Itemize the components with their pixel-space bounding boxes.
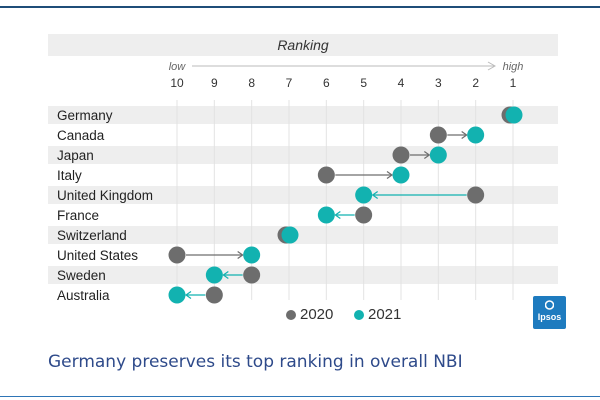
tick-label: 2: [472, 76, 479, 90]
country-label: Germany: [57, 108, 113, 123]
dot-2021: [505, 106, 523, 124]
connector-arrowhead: [184, 291, 192, 299]
legend-2021-label: 2021: [368, 306, 402, 323]
country-label: Sweden: [57, 268, 106, 283]
connector-arrowhead: [334, 211, 341, 219]
axis-direction-arrowhead: [487, 61, 497, 71]
country-label: United Kingdom: [57, 188, 153, 203]
legend-2020: 2020: [286, 306, 333, 323]
country-label: Italy: [57, 168, 82, 183]
dot-2021: [281, 226, 299, 244]
dot-2021: [467, 126, 485, 144]
connector-arrowhead: [423, 151, 431, 159]
row-bands: [48, 106, 558, 284]
dot-2020: [205, 286, 223, 304]
legend-2020-label: 2020: [300, 306, 334, 323]
dot-2020: [355, 206, 373, 224]
country-label: Japan: [57, 148, 94, 163]
dot-2020: [429, 126, 447, 144]
gridlines: [176, 100, 514, 300]
dot-2021: [168, 286, 186, 304]
connectors: [184, 131, 468, 299]
dot-2020: [243, 266, 261, 284]
tick-labels: 10 9 8 7 6 5 4 3 2 1: [170, 76, 516, 90]
connector-arrowhead: [237, 251, 244, 259]
caption: Germany preserves its top ranking in ove…: [48, 352, 463, 372]
dot-2021: [317, 206, 335, 224]
legend-2021-marker: [354, 310, 364, 321]
ipsos-logo: Ipsos: [533, 296, 566, 329]
tick-label: 1: [510, 76, 517, 90]
connector-arrowhead: [386, 171, 394, 179]
dot-2020: [317, 166, 335, 184]
row-band: [48, 146, 558, 164]
connector-arrowhead: [371, 191, 379, 199]
dot-2021: [355, 186, 373, 204]
tick-label: 9: [211, 76, 218, 90]
tick-label: 5: [360, 76, 367, 90]
ranking-chart: Ranking low high 10 9 8 7 6 5 4 3 2 1 Germany Cana…: [48, 34, 558, 304]
dot-2020: [467, 186, 485, 204]
top-rule: [0, 6, 600, 8]
tick-label: 8: [248, 76, 255, 90]
tick-label: 6: [323, 76, 330, 90]
header-band: [48, 34, 558, 56]
dots: [168, 106, 523, 304]
dot-2021: [205, 266, 223, 284]
tick-label: 4: [398, 76, 405, 90]
dot-2020: [168, 246, 186, 264]
logo-mark: [545, 300, 554, 310]
tick-label: 3: [435, 76, 442, 90]
dot-2020: [392, 146, 410, 164]
tick-label: 10: [170, 76, 184, 90]
row-band: [48, 266, 558, 284]
bottom-rule: [0, 396, 600, 397]
country-label: Canada: [57, 128, 105, 143]
row-band: [48, 186, 558, 204]
legend-2020-marker: [286, 310, 296, 321]
legend-2021: 2021: [354, 306, 401, 323]
dot-2021: [392, 166, 410, 184]
country-label: Australia: [57, 288, 110, 303]
country-label: Switzerland: [57, 228, 127, 243]
chart-title: Ranking: [277, 37, 329, 53]
connector-arrowhead: [222, 271, 229, 279]
country-labels: Germany Canada Japan Italy United Kingdom Fra…: [57, 108, 153, 303]
dot-2021: [243, 246, 261, 264]
country-label: United States: [57, 248, 138, 263]
logo-text: Ipsos: [537, 312, 562, 322]
axis-low-label: low: [169, 61, 187, 73]
axis-high-label: high: [503, 61, 524, 73]
tick-label: 7: [286, 76, 293, 90]
country-label: France: [57, 208, 99, 223]
connector-arrowhead: [461, 131, 468, 139]
dot-2021: [429, 146, 447, 164]
row-band: [48, 226, 558, 244]
row-band: [48, 106, 558, 124]
